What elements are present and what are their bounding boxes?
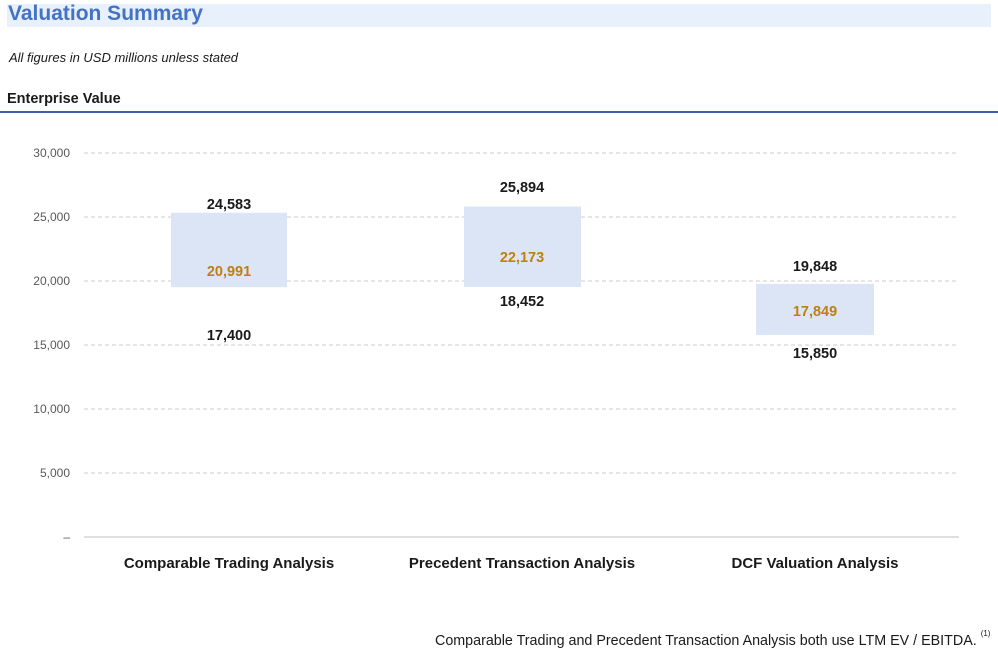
svg-text:Precedent Transaction Analysis: Precedent Transaction Analysis [409,555,635,572]
svg-text:17,849: 17,849 [793,304,837,320]
svg-text:22,173: 22,173 [500,250,544,266]
svg-text:25,894: 25,894 [500,180,544,196]
svg-text:19,848: 19,848 [793,259,837,275]
svg-text:24,583: 24,583 [207,197,251,213]
svg-text:25,000: 25,000 [33,210,70,224]
svg-text:20,991: 20,991 [207,264,251,280]
svg-text:15,000: 15,000 [33,338,70,352]
svg-text:18,452: 18,452 [500,294,544,310]
svg-text:30,000: 30,000 [33,146,70,160]
svg-text:20,000: 20,000 [33,274,70,288]
svg-text:DCF Valuation Analysis: DCF Valuation Analysis [732,555,899,572]
svg-text:–: – [63,530,70,544]
svg-text:Comparable Trading Analysis: Comparable Trading Analysis [124,555,334,572]
svg-text:10,000: 10,000 [33,402,70,416]
svg-text:5,000: 5,000 [40,466,70,480]
svg-text:15,850: 15,850 [793,346,837,362]
svg-text:17,400: 17,400 [207,328,251,344]
